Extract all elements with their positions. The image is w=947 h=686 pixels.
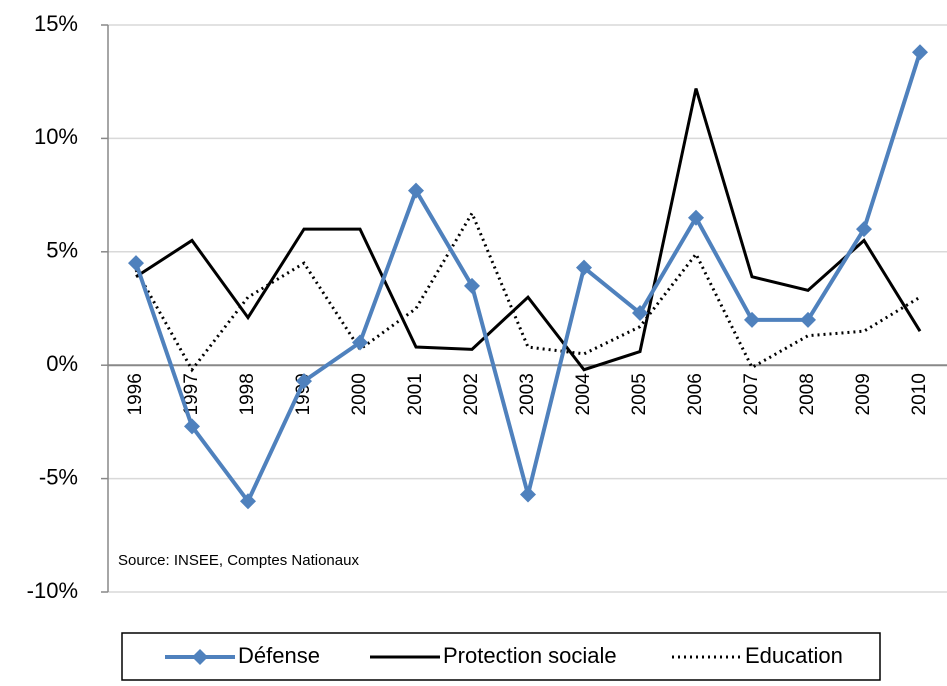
x-tick-label: 2006 — [685, 373, 706, 415]
x-tick-label: 2008 — [797, 373, 818, 415]
y-tick-label: 15% — [34, 11, 78, 36]
marker — [856, 221, 872, 238]
x-tick-label: 2003 — [517, 373, 538, 415]
x-tick-label: 2004 — [573, 373, 594, 416]
series-line — [134, 51, 922, 506]
y-tick-label: -5% — [39, 464, 78, 489]
marker — [800, 311, 816, 328]
x-tick-label: 2007 — [741, 373, 762, 415]
marker — [576, 259, 592, 276]
legend-label: Education — [745, 643, 843, 668]
marker — [408, 182, 424, 199]
marker — [184, 418, 200, 435]
x-tick-label: 2000 — [349, 373, 370, 415]
y-tick-label: -10% — [27, 578, 78, 603]
marker — [688, 209, 704, 226]
series-line — [134, 209, 921, 373]
series-line — [135, 88, 922, 372]
source-note: Source: INSEE, Comptes Nationaux — [118, 552, 359, 569]
legend-label: Défense — [238, 643, 320, 668]
y-tick-label: 10% — [34, 124, 78, 149]
x-tick-label: 1998 — [237, 373, 258, 415]
x-tick-label: 2001 — [405, 373, 426, 415]
legend-label: Protection sociale — [443, 643, 617, 668]
marker — [632, 305, 648, 322]
marker — [128, 255, 144, 272]
legend-box — [121, 632, 881, 681]
x-tick-label: 1996 — [125, 373, 146, 415]
marker — [520, 486, 536, 503]
x-tick-label: 2002 — [461, 373, 482, 415]
marker — [744, 311, 760, 328]
marker — [464, 277, 480, 294]
x-tick-label: 2009 — [853, 373, 874, 415]
marker — [912, 44, 928, 61]
legend-marker — [192, 649, 208, 665]
marker — [352, 334, 368, 351]
y-tick-label: 0% — [46, 351, 78, 376]
marker — [240, 493, 256, 510]
marker — [296, 373, 312, 390]
x-tick-label: 2010 — [909, 373, 930, 415]
y-tick-label: 5% — [46, 238, 78, 263]
x-tick-label: 2005 — [629, 373, 650, 415]
